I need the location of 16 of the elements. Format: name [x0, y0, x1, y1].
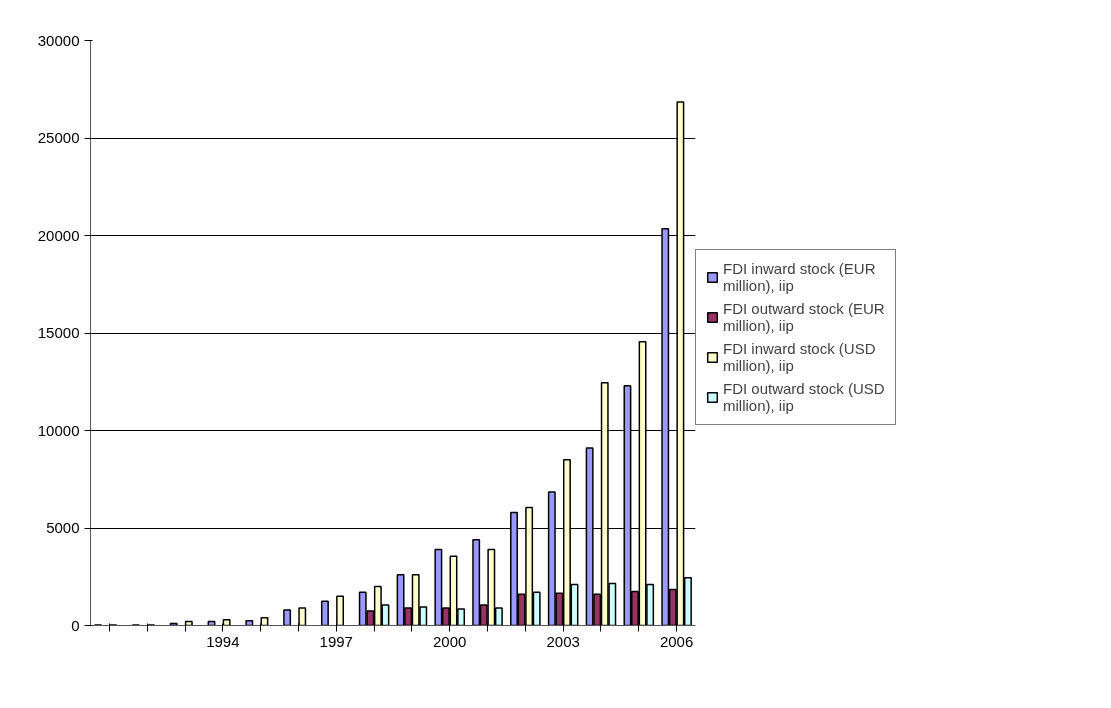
legend-label: FDI inward stock (EUR million), iip	[723, 260, 876, 294]
y-tick-label: 5000	[46, 519, 80, 536]
x-tick-label: 2003	[546, 632, 580, 650]
legend-label: FDI outward stock (USD million), iip	[723, 380, 885, 414]
y-tick-label: 0	[71, 616, 80, 634]
x-tick-label: 1997	[319, 632, 353, 650]
y-tick-label: 15000	[37, 324, 80, 341]
y-tick-label: 20000	[37, 226, 80, 244]
legend-label: FDI outward stock (EUR million), iip	[723, 300, 885, 334]
legend-label: FDI inward stock (USD million), iip	[723, 340, 876, 374]
x-tick-label: 1994	[206, 632, 240, 650]
y-tick-label: 25000	[37, 129, 80, 146]
x-tick-label: 2006	[659, 632, 694, 650]
y-tick-label: 10000	[37, 421, 80, 439]
y-tick-label: 30000	[37, 31, 80, 49]
x-tick-label: 2000	[433, 632, 467, 650]
